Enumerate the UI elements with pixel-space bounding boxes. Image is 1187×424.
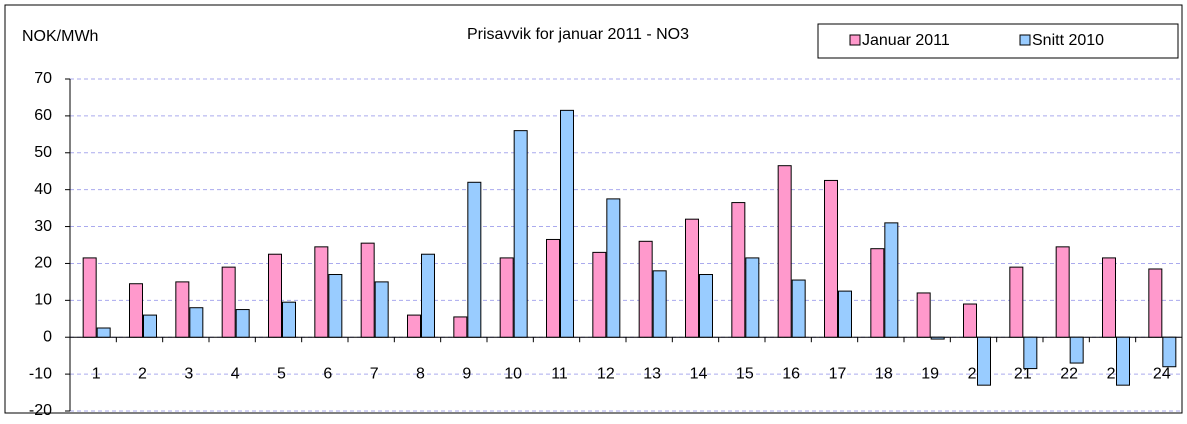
bar xyxy=(731,202,746,338)
y-tick-label: 40 xyxy=(34,181,52,198)
bar xyxy=(82,257,97,338)
bar xyxy=(143,314,157,338)
bar xyxy=(560,109,574,338)
bar xyxy=(916,292,931,338)
bar xyxy=(189,307,204,338)
bar xyxy=(791,279,806,338)
bar xyxy=(1102,257,1116,338)
bar xyxy=(699,274,713,338)
bar xyxy=(360,242,375,338)
bar xyxy=(407,314,421,338)
x-tick-label: 21 xyxy=(1014,365,1032,382)
x-tick-label: 2 xyxy=(138,365,147,382)
legend-label: Januar 2011 xyxy=(862,32,950,49)
y-tick-label: 60 xyxy=(34,107,52,124)
y-tick-label: 50 xyxy=(34,144,52,161)
bar xyxy=(282,301,296,338)
x-tick-label: 13 xyxy=(643,365,661,382)
bar xyxy=(499,257,514,338)
x-tick-label: 22 xyxy=(1060,365,1078,382)
bar xyxy=(824,179,838,338)
bar xyxy=(870,248,885,338)
bar xyxy=(685,218,699,338)
y-tick-label: 70 xyxy=(34,70,52,87)
bar xyxy=(1009,266,1024,338)
bar xyxy=(1162,336,1177,368)
bar xyxy=(838,290,852,338)
bar xyxy=(1069,336,1084,364)
x-tick-label: 19 xyxy=(921,365,939,382)
x-tick-label: 10 xyxy=(504,365,522,382)
bar xyxy=(884,222,899,338)
bar xyxy=(421,253,435,338)
y-tick-label: 20 xyxy=(34,255,52,272)
bar xyxy=(374,281,389,338)
bar xyxy=(314,246,329,338)
bar xyxy=(1023,336,1038,370)
x-tick-label: 11 xyxy=(551,365,568,382)
legend-box xyxy=(817,23,1179,59)
chart-title: Prisavvik for januar 2011 - NO3 xyxy=(467,26,689,43)
bar xyxy=(930,336,945,340)
x-tick-label: 5 xyxy=(277,365,286,382)
bar xyxy=(963,303,977,338)
bar xyxy=(175,281,190,338)
bar xyxy=(977,336,991,386)
bar xyxy=(467,181,482,338)
bar xyxy=(129,283,143,338)
bar xyxy=(96,327,111,338)
bar xyxy=(606,198,621,338)
bar xyxy=(328,274,343,338)
bar xyxy=(268,253,282,338)
x-tick-label: 15 xyxy=(736,365,754,382)
legend-swatch xyxy=(1019,34,1031,46)
x-tick-label: 16 xyxy=(782,365,800,382)
bar xyxy=(777,165,792,338)
x-tick-label: 7 xyxy=(370,365,379,382)
bar xyxy=(513,130,528,338)
bar xyxy=(745,257,760,338)
x-tick-label: 3 xyxy=(184,365,193,382)
x-tick-label: 17 xyxy=(829,365,847,382)
x-tick-label: 24 xyxy=(1153,365,1171,382)
x-tick-label: 1 xyxy=(92,365,101,382)
x-tick-label: 12 xyxy=(597,365,615,382)
x-tick-label: 14 xyxy=(690,365,708,382)
x-tick-label: 9 xyxy=(462,365,471,382)
bar xyxy=(1055,246,1070,338)
bar xyxy=(235,309,250,338)
x-tick-label: 18 xyxy=(875,365,893,382)
bar xyxy=(546,238,560,338)
legend-swatch xyxy=(849,34,861,46)
legend-label: Snitt 2010 xyxy=(1032,32,1104,49)
y-tick-label: 10 xyxy=(34,292,52,309)
x-tick-label: 6 xyxy=(323,365,332,382)
x-tick-label: 8 xyxy=(416,365,425,382)
bar xyxy=(1116,336,1130,386)
bar xyxy=(652,270,667,338)
y-tick-label: 30 xyxy=(34,218,52,235)
chart-frame xyxy=(4,4,1183,414)
y-axis-label: NOK/MWh xyxy=(22,28,98,45)
bar xyxy=(453,316,468,338)
y-tick-label: -20 xyxy=(29,402,52,419)
y-tick-label: 0 xyxy=(43,328,52,345)
bar xyxy=(592,251,607,338)
bar xyxy=(638,240,653,338)
bar xyxy=(1148,268,1163,338)
y-tick-label: -10 xyxy=(29,365,52,382)
x-tick-label: 4 xyxy=(231,365,240,382)
bar xyxy=(221,266,236,338)
